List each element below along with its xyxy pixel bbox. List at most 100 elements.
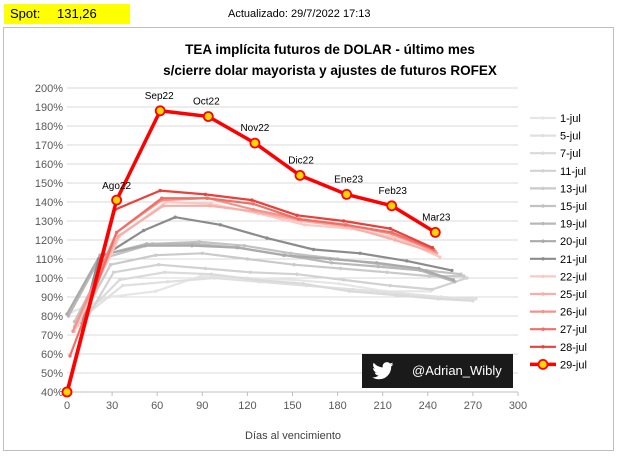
data-point bbox=[471, 299, 475, 303]
data-point bbox=[439, 295, 444, 299]
axes: 40% 50% 60% 70% 80% 90% 100% 110% 120% 130% 140% 15… bbox=[35, 83, 527, 412]
data-point bbox=[295, 272, 299, 276]
data-point bbox=[474, 297, 478, 301]
legend-marker bbox=[541, 204, 545, 208]
y-tick-label: 60% bbox=[41, 349, 63, 361]
data-point bbox=[235, 245, 239, 250]
data-point bbox=[154, 105, 166, 117]
data-point bbox=[386, 200, 398, 212]
updated-timestamp: Actualizado: 29/7/2022 17:13 bbox=[228, 8, 371, 20]
data-point bbox=[341, 219, 346, 223]
legend-marker bbox=[541, 292, 545, 296]
legend-marker bbox=[541, 116, 545, 120]
data-point bbox=[108, 263, 113, 267]
chart-subtitle: s/cierre dolar mayorista y ajustes de fu… bbox=[163, 63, 497, 78]
data-point bbox=[430, 287, 435, 292]
data-point bbox=[397, 291, 401, 295]
data-point bbox=[218, 223, 223, 227]
data-point bbox=[65, 312, 69, 316]
data-point bbox=[200, 251, 204, 255]
data-point bbox=[385, 270, 389, 274]
data-point bbox=[114, 230, 119, 235]
data-point bbox=[248, 270, 253, 274]
data-point bbox=[209, 272, 214, 276]
series-line-20-jul bbox=[66, 244, 454, 315]
data-point bbox=[120, 283, 125, 288]
twitter-badge[interactable]: @Adrian_Wibly bbox=[362, 354, 513, 388]
legend-label: 20-jul bbox=[560, 236, 587, 248]
data-point bbox=[173, 215, 177, 219]
data-point bbox=[337, 282, 341, 286]
legend-label: 28-jul bbox=[560, 342, 587, 354]
data-point bbox=[208, 204, 212, 208]
data-point bbox=[376, 264, 380, 269]
data-point bbox=[328, 257, 332, 261]
y-tick-label: 170% bbox=[35, 140, 63, 152]
data-point bbox=[343, 223, 347, 227]
data-point bbox=[462, 274, 466, 278]
legend-marker bbox=[541, 309, 545, 314]
data-point bbox=[164, 200, 168, 204]
y-tick-label: 90% bbox=[41, 292, 63, 304]
legend-label: 29-jul bbox=[560, 359, 587, 371]
x-tick-label: 30 bbox=[106, 400, 118, 412]
x-tick-label: 60 bbox=[151, 400, 163, 412]
legend-marker bbox=[541, 257, 545, 261]
chart-frame bbox=[3, 27, 614, 451]
x-tick-label: 0 bbox=[64, 400, 70, 412]
legend-label: 5-jul bbox=[560, 131, 581, 143]
legend-label: 19-jul bbox=[560, 219, 587, 231]
point-labels: Ago22 Sep22 Oct22 Nov22 Dic22 Ene23 Feb23 Mar23 bbox=[102, 91, 451, 224]
data-point bbox=[341, 278, 346, 282]
twitter-handle: @Adrian_Wibly bbox=[412, 363, 502, 378]
legend-marker bbox=[541, 133, 545, 138]
data-point bbox=[459, 272, 463, 276]
data-point bbox=[347, 289, 352, 293]
data-point bbox=[311, 247, 316, 252]
series-line-5-jul bbox=[76, 276, 476, 323]
data-point bbox=[157, 263, 161, 267]
y-tick-label: 150% bbox=[35, 178, 63, 190]
legend-marker bbox=[541, 186, 545, 191]
data-point bbox=[292, 278, 296, 282]
data-point bbox=[393, 238, 397, 242]
series-line-21-jul bbox=[80, 216, 453, 324]
data-point bbox=[202, 111, 214, 122]
data-point bbox=[190, 244, 194, 248]
legend-marker bbox=[541, 274, 545, 279]
legend-label: 7-jul bbox=[560, 148, 581, 160]
data-point bbox=[436, 297, 441, 301]
data-point bbox=[289, 251, 293, 255]
x-tick-label: 240 bbox=[419, 400, 437, 412]
legend-marker bbox=[541, 327, 545, 331]
point-label: Nov22 bbox=[240, 123, 269, 134]
y-tick-label: 130% bbox=[35, 216, 63, 228]
data-point bbox=[430, 245, 435, 250]
y-tick-label: 40% bbox=[41, 387, 63, 399]
data-point bbox=[281, 253, 286, 257]
data-point bbox=[245, 257, 250, 261]
legend-marker bbox=[541, 221, 545, 226]
data-point bbox=[388, 226, 392, 231]
data-point bbox=[390, 230, 394, 235]
data-point bbox=[450, 268, 454, 273]
spot-value: 131,26 bbox=[57, 6, 97, 21]
y-tick-label: 80% bbox=[41, 311, 63, 323]
data-point bbox=[242, 244, 247, 248]
legend-label: 21-jul bbox=[560, 254, 587, 266]
data-point bbox=[405, 259, 409, 263]
series-line-11-jul bbox=[79, 263, 468, 330]
data-point bbox=[251, 207, 256, 212]
data-point bbox=[388, 283, 392, 288]
data-point bbox=[302, 223, 307, 227]
y-tick-label: 70% bbox=[41, 330, 63, 342]
data-point bbox=[161, 204, 165, 208]
data-point bbox=[160, 196, 164, 200]
y-tick-label: 180% bbox=[35, 121, 63, 133]
gridlines bbox=[67, 87, 518, 374]
y-tick-label: 120% bbox=[35, 235, 63, 247]
legend-label: 26-jul bbox=[560, 307, 587, 319]
y-tick-label: 140% bbox=[35, 197, 63, 209]
data-point bbox=[203, 192, 208, 197]
